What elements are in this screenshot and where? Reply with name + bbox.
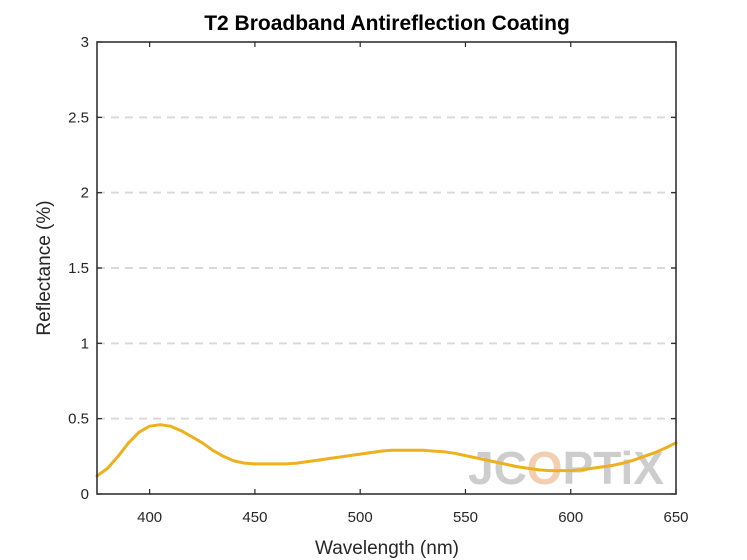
- jcoptix-watermark: JCOPTiX: [468, 442, 664, 494]
- y-tick-label-6: 3: [81, 34, 89, 51]
- x-tick-label-1: 450: [242, 509, 267, 526]
- y-tick-labels: 0 0.5 1 1.5 2 2.5 3: [68, 34, 89, 503]
- watermark-part-c: PTiX: [563, 442, 665, 494]
- y-tick-label-2: 1: [81, 335, 89, 352]
- y-tick-label-5: 2.5: [68, 109, 89, 126]
- x-tick-label-0: 400: [137, 509, 162, 526]
- axis-ticks: [97, 41, 677, 495]
- y-tick-label-1: 0.5: [68, 411, 89, 428]
- x-tick-label-4: 600: [558, 509, 583, 526]
- chart-title: T2 Broadband Antireflection Coating: [204, 12, 570, 35]
- y-tick-label-3: 1.5: [68, 260, 89, 277]
- reflectance-curve: [95, 423, 678, 478]
- y-tick-label-0: 0: [81, 486, 89, 503]
- x-tick-label-3: 550: [453, 509, 478, 526]
- y-tick-label-4: 2: [81, 185, 89, 202]
- x-tick-label-5: 650: [663, 509, 688, 526]
- x-tick-label-2: 500: [348, 509, 373, 526]
- x-axis-label: Wavelength (nm): [315, 538, 459, 559]
- x-tick-labels: 400 450 500 550 600 650: [137, 509, 688, 526]
- grid-lines: [97, 116, 676, 420]
- y-axis-label: Reflectance (%): [34, 200, 55, 335]
